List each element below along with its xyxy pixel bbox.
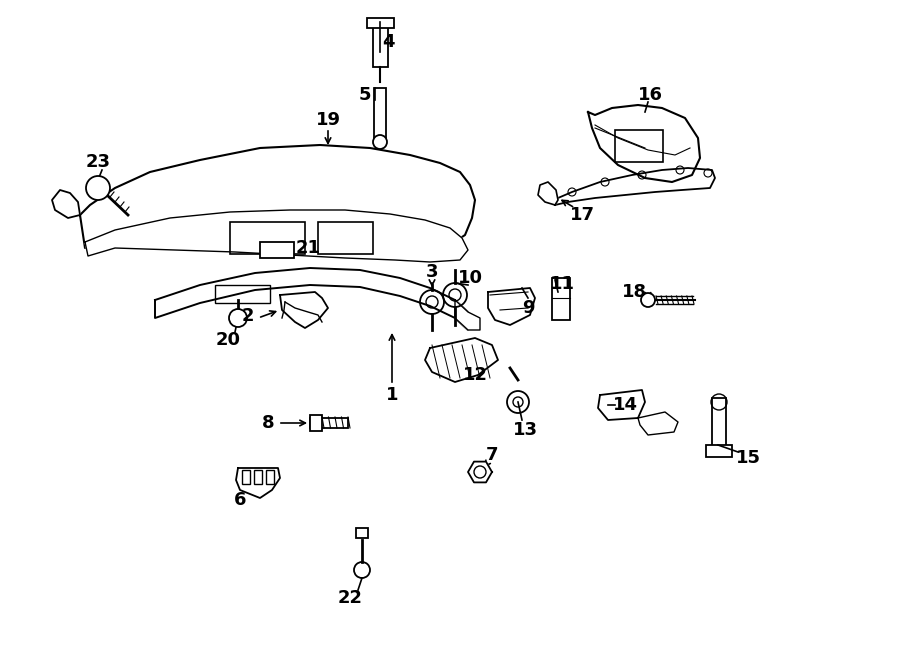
Bar: [215, 285, 270, 303]
Text: 3: 3: [426, 263, 438, 281]
Circle shape: [641, 293, 655, 307]
Text: 6: 6: [234, 491, 247, 509]
Text: 21: 21: [295, 239, 320, 257]
Polygon shape: [538, 182, 558, 205]
Text: 17: 17: [570, 206, 595, 224]
Bar: [712, 398, 726, 446]
Polygon shape: [425, 338, 498, 382]
Polygon shape: [155, 268, 468, 330]
Text: 11: 11: [550, 275, 574, 293]
Text: 18: 18: [623, 283, 648, 301]
Polygon shape: [598, 390, 645, 420]
Text: 14: 14: [613, 396, 637, 414]
Text: 12: 12: [463, 366, 488, 384]
Bar: [310, 415, 322, 431]
Circle shape: [373, 135, 387, 149]
Text: 23: 23: [86, 153, 111, 171]
Bar: [373, 22, 388, 67]
Text: 15: 15: [735, 449, 760, 467]
Polygon shape: [555, 168, 715, 205]
Bar: [254, 470, 262, 484]
Polygon shape: [236, 468, 280, 498]
Bar: [242, 470, 250, 484]
Polygon shape: [468, 461, 492, 483]
Bar: [318, 222, 373, 254]
Bar: [260, 242, 294, 258]
Text: 10: 10: [457, 269, 482, 287]
Bar: [706, 445, 732, 457]
Polygon shape: [488, 288, 535, 325]
Text: 1: 1: [386, 386, 398, 404]
Text: 8: 8: [262, 414, 274, 432]
Text: 9: 9: [522, 299, 535, 317]
Circle shape: [86, 176, 110, 200]
Bar: [367, 18, 394, 28]
Bar: [266, 470, 274, 484]
Text: 4: 4: [382, 33, 394, 51]
Polygon shape: [280, 292, 328, 328]
Text: 19: 19: [316, 111, 340, 129]
Polygon shape: [588, 105, 700, 182]
Bar: [230, 222, 305, 254]
Text: 2: 2: [242, 307, 254, 325]
Text: 20: 20: [215, 331, 240, 349]
Text: 13: 13: [512, 421, 537, 439]
Bar: [552, 278, 570, 320]
Polygon shape: [85, 210, 468, 262]
Text: 7: 7: [486, 446, 499, 464]
Polygon shape: [638, 412, 678, 435]
Polygon shape: [455, 300, 480, 330]
Circle shape: [229, 309, 247, 327]
Bar: [374, 88, 386, 138]
Text: 22: 22: [338, 589, 363, 607]
Bar: [615, 130, 663, 162]
Bar: [310, 418, 348, 428]
Text: 16: 16: [637, 86, 662, 104]
Polygon shape: [80, 145, 475, 248]
Text: 5: 5: [359, 86, 371, 104]
Bar: [356, 528, 368, 538]
Polygon shape: [52, 190, 80, 218]
